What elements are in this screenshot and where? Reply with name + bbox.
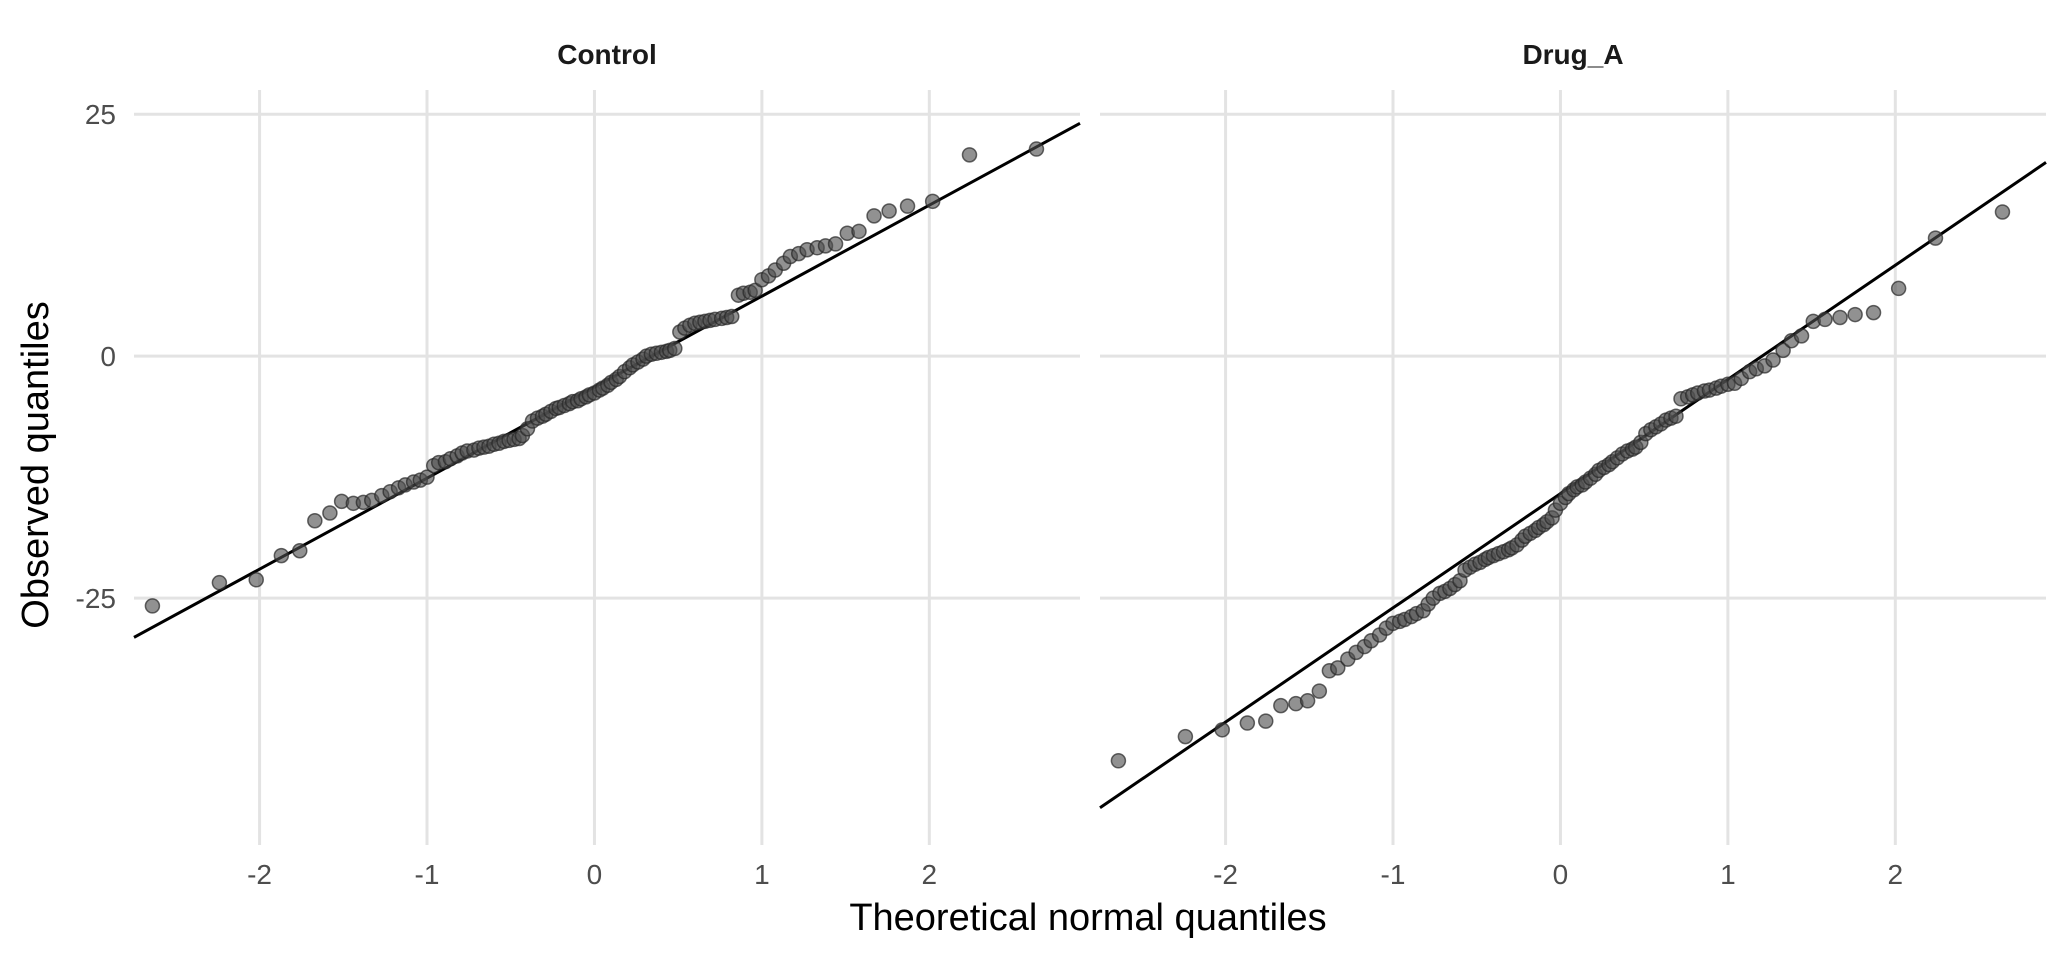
grid-control bbox=[134, 90, 1080, 845]
data-point bbox=[1765, 352, 1781, 368]
data-point bbox=[866, 208, 882, 224]
data-point bbox=[1832, 309, 1848, 326]
data-point bbox=[419, 469, 435, 485]
x-tick-label: 1 bbox=[754, 859, 770, 890]
x-axis-ticks-drug-a: -2 -1 0 1 2 bbox=[1213, 859, 1903, 890]
data-point bbox=[924, 193, 941, 210]
x-axis-title: Theoretical normal quantiles bbox=[849, 897, 1326, 939]
points-drug-a bbox=[1110, 204, 2011, 769]
data-point bbox=[211, 574, 228, 591]
data-point bbox=[1028, 141, 1045, 157]
data-point bbox=[827, 236, 844, 252]
data-point bbox=[1311, 683, 1328, 699]
data-point bbox=[1775, 342, 1791, 359]
panel-title-drug-a: Drug_A bbox=[1522, 39, 1623, 70]
data-point bbox=[1890, 280, 1907, 297]
panel-drug-a: Drug_A bbox=[1099, 39, 2047, 845]
panel-control: Control bbox=[133, 39, 1081, 845]
data-point bbox=[851, 223, 867, 240]
data-point bbox=[1299, 693, 1316, 709]
data-point bbox=[144, 598, 161, 614]
points-control bbox=[144, 141, 1045, 614]
data-point bbox=[1330, 660, 1346, 676]
data-point bbox=[1273, 697, 1289, 714]
x-tick-label: 1 bbox=[1720, 859, 1736, 890]
data-point bbox=[1258, 713, 1274, 729]
data-point bbox=[273, 547, 290, 564]
x-axis-ticks-control: -2 -1 0 1 2 bbox=[247, 859, 937, 890]
grid-drug-a bbox=[1100, 90, 2046, 845]
x-tick-label: -2 bbox=[1213, 859, 1238, 890]
data-point bbox=[292, 542, 308, 559]
x-tick-label: -1 bbox=[415, 859, 440, 890]
x-tick-label: -1 bbox=[1381, 859, 1406, 890]
data-point bbox=[1994, 204, 2011, 220]
data-point bbox=[248, 572, 264, 588]
data-point bbox=[1668, 408, 1684, 424]
data-point bbox=[1847, 306, 1863, 323]
data-point bbox=[881, 203, 897, 219]
y-axis-ticks: 25 0 -25 bbox=[76, 99, 116, 614]
data-point bbox=[1214, 722, 1230, 738]
data-point bbox=[1927, 230, 1944, 246]
data-point bbox=[1865, 304, 1882, 321]
x-tick-label: 0 bbox=[587, 859, 603, 890]
y-axis-title: Observed quantiles bbox=[15, 301, 57, 628]
data-point bbox=[723, 308, 740, 325]
y-tick-label: -25 bbox=[76, 583, 116, 614]
data-point bbox=[1110, 753, 1127, 769]
data-point bbox=[1793, 328, 1810, 344]
data-point bbox=[899, 198, 916, 214]
y-tick-label: 0 bbox=[100, 341, 116, 372]
x-tick-label: 0 bbox=[1553, 859, 1569, 890]
data-point bbox=[961, 147, 978, 163]
x-tick-label: 2 bbox=[1888, 859, 1904, 890]
x-tick-label: 2 bbox=[922, 859, 938, 890]
data-point bbox=[1239, 715, 1256, 731]
data-point bbox=[1177, 728, 1194, 745]
x-tick-label: -2 bbox=[247, 859, 272, 890]
data-point bbox=[307, 512, 323, 529]
panel-title-control: Control bbox=[557, 39, 657, 70]
data-point bbox=[667, 340, 683, 357]
data-point bbox=[322, 505, 338, 521]
y-tick-label: 25 bbox=[85, 99, 116, 130]
data-point bbox=[1817, 311, 1833, 328]
